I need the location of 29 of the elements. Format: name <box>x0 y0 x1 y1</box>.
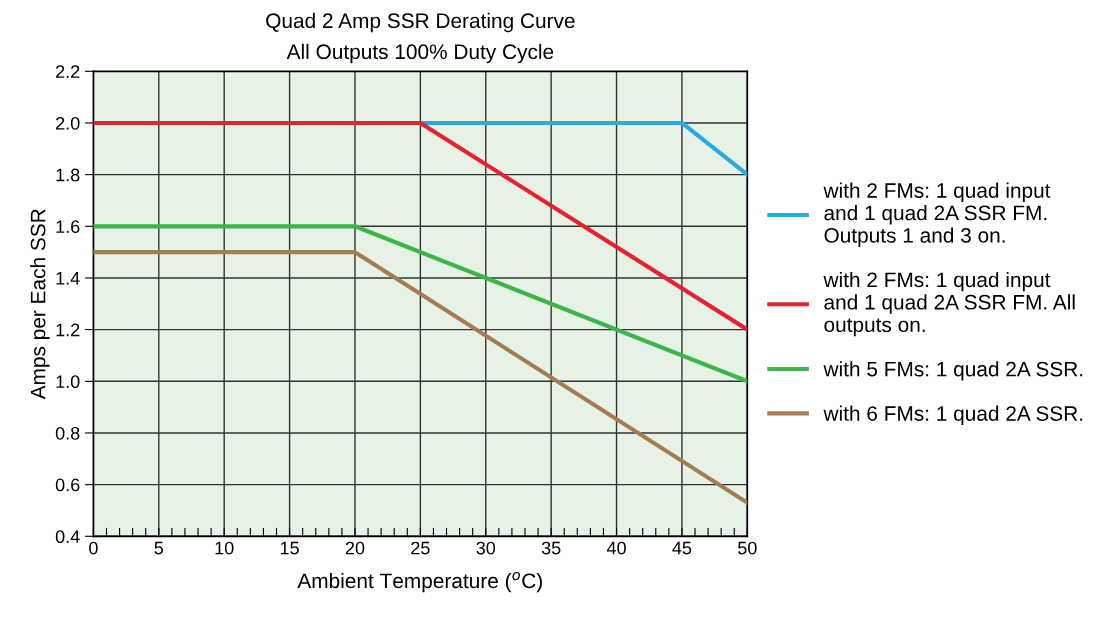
y-tick-label: 2.0 <box>56 116 80 130</box>
chart-subtitle: All Outputs 100% Duty Cycle <box>286 43 554 64</box>
x-tick-label: 15 <box>280 541 299 555</box>
y-tick-label: 2.2 <box>56 65 80 78</box>
legend-label: with 6 FMs: 1 quad 2A SSR. <box>823 405 1083 426</box>
x-tick-label: 0 <box>89 541 98 555</box>
legend-label: with 2 FMs: 1 quad input and 1 quad 2A SSR FM. Outputs 1 and 3 on. <box>823 182 1051 247</box>
y-tick-label: 1.0 <box>56 375 80 389</box>
x-tick-label: 5 <box>154 541 164 555</box>
x-tick-label: 50 <box>738 541 757 555</box>
x-tick-label: 10 <box>215 541 234 555</box>
x-tick-label: 30 <box>476 541 496 555</box>
legend-label: with 2 FMs: 1 quad input and 1 quad 2A SSR FM. All outputs on. <box>823 271 1075 337</box>
y-tick-label: 1.6 <box>56 220 80 234</box>
y-tick-label: 1.8 <box>56 168 80 182</box>
x-tick-label: 45 <box>672 541 692 555</box>
y-axis-title: Amps per Each SSR <box>30 209 50 400</box>
legend-label: with 5 FMs: 1 quad 2A SSR. <box>823 361 1083 381</box>
y-tick-label: 0.8 <box>55 426 80 440</box>
x-tick-label: 40 <box>606 541 626 555</box>
x-tick-label: 25 <box>411 541 430 555</box>
x-tick-label: 20 <box>345 541 365 555</box>
y-tick-label: 0.4 <box>55 530 80 544</box>
x-tick-label: 35 <box>541 541 561 555</box>
chart-title: Quad 2 Amp SSR Derating Curve <box>266 12 575 33</box>
y-tick-label: 1.2 <box>56 323 80 337</box>
y-tick-label: 1.4 <box>56 272 80 285</box>
y-tick-label: 0.6 <box>55 478 80 492</box>
x-axis-title: Ambient Temperature ($^{o}$C) <box>297 571 542 593</box>
